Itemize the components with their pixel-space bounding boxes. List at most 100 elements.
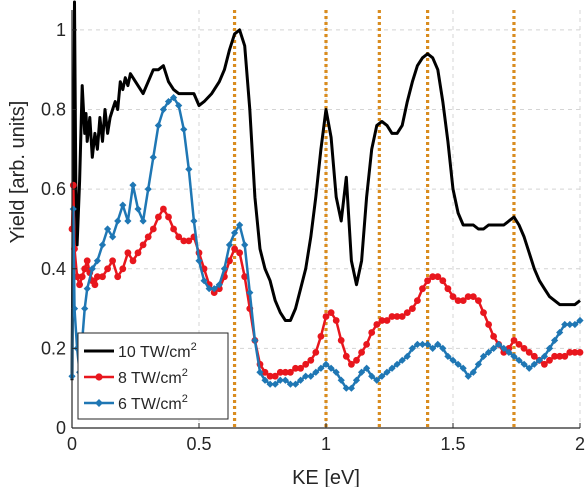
data-point [566,320,574,329]
data-point [246,289,254,297]
data-point [510,337,518,344]
data-point [484,348,493,356]
data-point [566,349,574,356]
x-tick-label: 2 [575,434,585,454]
data-point [485,321,492,328]
data-point [561,352,569,360]
data-point [413,340,422,348]
data-point [576,349,584,356]
data-point [449,356,457,364]
data-point [495,340,503,348]
data-point [469,293,477,300]
data-point [429,344,437,352]
data-point [73,273,81,281]
data-point [129,181,137,189]
data-point [469,368,477,376]
data-point [180,237,188,245]
data-point [271,380,279,388]
data-point [475,297,482,304]
data-point [109,257,116,265]
data-point [424,277,431,285]
data-point [353,356,360,364]
data-point [571,349,579,356]
data-point [134,205,142,213]
data-point [403,309,411,316]
data-point [571,320,579,329]
data-point [398,356,406,364]
data-point [88,265,96,273]
data-point [271,372,279,380]
data-point [556,352,564,360]
data-point [368,329,376,336]
data-point [363,364,371,372]
data-point [73,344,81,352]
data-point [302,360,310,368]
data-point [307,356,315,364]
data-point [200,277,208,285]
data-point [403,352,411,360]
series-2 [68,93,584,392]
data-point [236,249,244,257]
data-point [322,313,330,320]
data-point [114,217,122,225]
legend-label-superscript: 2 [191,341,197,353]
data-point [99,273,106,281]
axes [71,10,581,429]
data-point [454,297,462,304]
data-point [541,360,548,368]
data-point [480,309,487,316]
data-point [546,356,553,364]
series-0 [70,0,581,381]
data-point [347,384,355,392]
data-point [378,317,386,324]
data-point [241,273,249,281]
legend-label-text: 6 TW/cm [118,396,182,413]
data-point [454,360,462,368]
data-point [154,121,162,130]
x-axis-label: KE [eV] [292,467,360,487]
data-point [556,328,564,337]
data-point [327,309,335,316]
data-point [144,233,152,241]
data-point [307,372,315,380]
data-point [439,277,447,285]
data-point [327,364,335,372]
data-point [104,265,111,273]
y-tick-label: 0.4 [41,259,66,279]
data-point [195,257,203,265]
data-point [383,368,391,376]
data-point [551,336,559,345]
data-point [388,364,396,372]
data-point [81,304,89,313]
data-point [540,352,549,360]
data-point [256,368,264,376]
data-point [220,265,228,273]
data-point [576,316,584,325]
data-point [348,360,355,368]
data-point [282,368,289,376]
data-point [312,368,320,376]
legend-label: 6 TW/cm2 [118,393,188,413]
data-point [357,368,366,376]
data-point [332,317,340,324]
y-axis-label: Yield [arb. units] [7,101,29,244]
y-tick-label: 0 [56,418,66,438]
data-point [287,368,294,376]
data-point [464,372,472,380]
data-point [292,364,299,372]
data-point [261,368,269,376]
data-point [149,153,157,161]
x-tick-label: 0 [67,434,77,454]
data-point [134,249,142,257]
data-point [266,380,274,388]
data-point [185,237,193,245]
data-point [434,273,442,281]
data-point [81,265,89,273]
legend-label: 10 TW/cm2 [118,341,197,361]
data-point [164,97,173,106]
data-point [561,320,569,329]
x-tick-label: 1.5 [440,434,465,454]
data-point [281,376,289,384]
data-point [297,376,305,384]
